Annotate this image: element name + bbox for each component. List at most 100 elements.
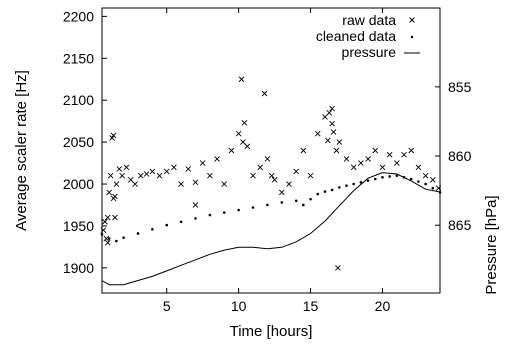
y-tick-label: 2050 bbox=[63, 134, 94, 150]
y-tick-label: 2200 bbox=[63, 8, 94, 24]
data-point-raw bbox=[171, 164, 177, 171]
legend-label: pressure bbox=[342, 44, 397, 60]
data-point-raw bbox=[286, 181, 292, 187]
y-tick-label: 2000 bbox=[63, 176, 94, 192]
data-point-raw bbox=[329, 105, 335, 112]
data-point-raw bbox=[178, 181, 184, 187]
data-point-cleaned bbox=[194, 217, 197, 220]
legend-label: cleaned data bbox=[316, 28, 396, 44]
pressure-line bbox=[101, 172, 441, 286]
data-point-raw bbox=[113, 181, 120, 187]
data-point-raw bbox=[365, 156, 371, 162]
legend-marker-dot bbox=[410, 35, 414, 39]
data-point-cleaned bbox=[431, 186, 435, 190]
data-point-raw bbox=[244, 143, 251, 150]
data-point-raw bbox=[119, 172, 125, 179]
data-point-raw bbox=[103, 235, 110, 242]
data-point-cleaned bbox=[352, 182, 356, 186]
data-point-raw bbox=[163, 168, 170, 175]
data-point-raw bbox=[358, 160, 364, 166]
data-point-raw bbox=[192, 179, 199, 186]
data-point-raw bbox=[394, 160, 400, 166]
data-point-raw bbox=[104, 214, 111, 221]
data-point-raw bbox=[110, 132, 117, 139]
data-point-cleaned bbox=[107, 237, 111, 240]
data-point-raw bbox=[429, 177, 436, 183]
data-point-raw bbox=[106, 189, 113, 196]
data-point-cleaned bbox=[222, 211, 226, 214]
data-point-cleaned bbox=[165, 223, 169, 227]
data-point-cleaned bbox=[338, 186, 341, 189]
data-point-cleaned bbox=[417, 180, 420, 183]
data-point-raw bbox=[264, 156, 271, 162]
data-point-raw bbox=[110, 195, 117, 202]
data-point-raw bbox=[293, 168, 299, 175]
data-point-cleaned bbox=[424, 182, 427, 186]
data-point-cleaned bbox=[345, 184, 348, 188]
legend-marker-x bbox=[409, 17, 415, 23]
data-point-cleaned bbox=[323, 190, 327, 193]
x-tick-label: 20 bbox=[375, 298, 391, 314]
data-point-raw bbox=[372, 147, 379, 154]
data-point-raw bbox=[324, 137, 331, 144]
y-tick-label: 1900 bbox=[63, 260, 94, 276]
data-point-raw bbox=[240, 139, 246, 145]
data-point-cleaned bbox=[395, 174, 399, 177]
data-point-raw bbox=[107, 172, 114, 179]
data-point-raw bbox=[268, 172, 275, 179]
data-point-raw bbox=[116, 166, 123, 172]
data-point-raw bbox=[156, 172, 163, 179]
data-point-raw bbox=[228, 147, 235, 154]
data-point-raw bbox=[307, 172, 314, 179]
axes: 5 10 15 20 1900 1950 2000 2050 2100 2150 2200 855 86… bbox=[63, 8, 472, 314]
x-axis-label: Time [hours] bbox=[230, 323, 313, 340]
data-point-cleaned bbox=[251, 206, 255, 209]
data-point-raw bbox=[185, 166, 192, 172]
data-point-raw bbox=[401, 151, 407, 158]
data-point-raw bbox=[250, 172, 256, 179]
x-tick-label: 15 bbox=[303, 298, 319, 314]
data-point-cleaned bbox=[409, 177, 413, 181]
x-tick-label: 5 bbox=[163, 298, 171, 314]
data-point-cleaned bbox=[316, 192, 320, 196]
y-tick-label: 2100 bbox=[63, 92, 94, 108]
data-point-raw bbox=[149, 168, 156, 175]
data-point-cleaned bbox=[366, 179, 370, 182]
data-point-cleaned bbox=[122, 236, 125, 239]
data-point-raw bbox=[329, 120, 335, 127]
data-point-raw bbox=[123, 164, 130, 171]
x-tick-label: 10 bbox=[231, 298, 247, 314]
plot-frame bbox=[101, 7, 441, 294]
data-point-raw bbox=[326, 109, 333, 116]
data-point-cleaned bbox=[359, 181, 363, 184]
data-point-cleaned bbox=[280, 201, 284, 204]
data-point-cleaned bbox=[151, 227, 154, 231]
data-point-raw bbox=[379, 164, 386, 171]
data-point-raw bbox=[335, 265, 341, 271]
data-point-raw bbox=[207, 172, 213, 179]
data-point-cleaned bbox=[208, 213, 212, 217]
data-point-raw bbox=[104, 239, 111, 246]
y2-tick-label: 855 bbox=[448, 79, 472, 95]
legend-label: raw data bbox=[342, 12, 396, 28]
data-point-cleaned bbox=[388, 175, 391, 178]
series-pressure bbox=[101, 172, 441, 286]
data-point-raw bbox=[271, 177, 278, 183]
data-point-raw bbox=[235, 130, 242, 137]
data-point-raw bbox=[221, 181, 228, 187]
data-point-cleaned bbox=[237, 208, 240, 212]
data-point-raw bbox=[350, 164, 357, 171]
data-point-raw bbox=[336, 139, 343, 145]
data-point-raw bbox=[143, 171, 150, 177]
data-point-raw bbox=[330, 129, 337, 135]
y2-tick-label: 860 bbox=[448, 148, 472, 164]
data-point-raw bbox=[261, 90, 268, 97]
data-point-raw bbox=[386, 151, 393, 158]
data-point-cleaned bbox=[136, 232, 140, 235]
data-point-cleaned bbox=[373, 177, 377, 181]
data-point-raw bbox=[192, 202, 199, 208]
data-point-cleaned bbox=[381, 176, 384, 179]
